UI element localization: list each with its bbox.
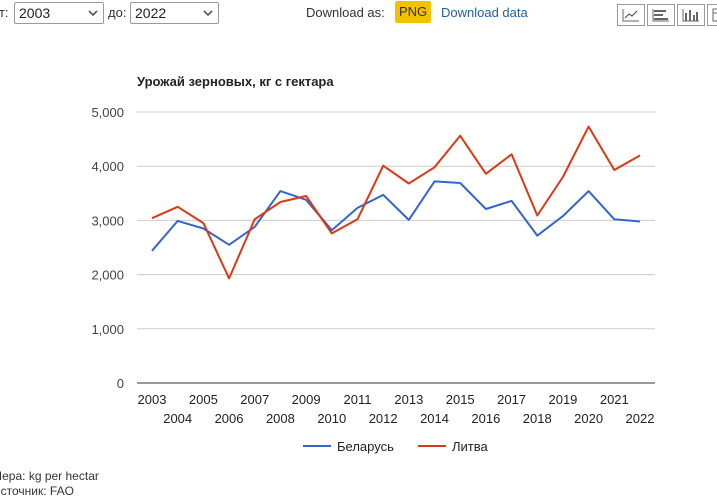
x-tick-label: 2012 (369, 411, 398, 426)
x-tick-label: 2009 (292, 392, 321, 407)
x-tick-label: 2019 (548, 392, 577, 407)
table-button[interactable] (707, 4, 717, 26)
y-tick-label: 0 (117, 376, 124, 391)
bar-horizontal-icon (652, 9, 669, 22)
x-tick-label: 2020 (574, 411, 603, 426)
download-data-link[interactable]: Download data (441, 5, 528, 20)
x-tick-label: 2018 (523, 411, 552, 426)
x-tick-label: 2011 (343, 392, 371, 407)
y-tick-label: 4,000 (91, 159, 124, 174)
chevron-down-icon (203, 10, 213, 17)
line-chart-icon (622, 9, 639, 22)
download-as-label: Download as: (306, 5, 385, 20)
to-year-select[interactable]: 2022 (130, 2, 219, 24)
chart-title: Урожай зерновых, кг с гектара (137, 74, 334, 89)
x-tick-label: 2008 (266, 411, 295, 426)
x-tick-label: 2006 (215, 411, 244, 426)
x-tick-label: 2005 (189, 392, 218, 407)
x-tick-label: 2003 (138, 392, 167, 407)
x-tick-label: 2017 (497, 392, 526, 407)
x-tick-label: 2014 (420, 411, 449, 426)
to-label: до: (108, 5, 127, 20)
from-label: от: (0, 5, 9, 20)
y-tick-label: 3,000 (91, 213, 124, 228)
column-chart-button[interactable] (677, 4, 705, 26)
y-tick-label: 5,000 (91, 105, 124, 120)
png-button[interactable]: PNG (395, 1, 432, 23)
bar-horizontal-button[interactable] (647, 4, 675, 26)
x-tick-label: 2015 (446, 392, 475, 407)
x-tick-label: 2016 (471, 411, 500, 426)
column-chart-icon (682, 9, 699, 22)
x-tick-label: 2022 (626, 411, 655, 426)
x-tick-label: 2013 (394, 392, 423, 407)
chevron-down-icon (88, 10, 98, 17)
from-year-value: 2003 (19, 5, 51, 21)
to-year-value: 2022 (135, 5, 167, 21)
y-tick-label: 2,000 (91, 268, 124, 283)
x-tick-label: 2021 (600, 392, 629, 407)
measure-note: Мера: kg per hectar (0, 469, 99, 483)
legend-label: Беларусь (337, 439, 394, 454)
x-tick-label: 2007 (240, 392, 269, 407)
y-tick-label: 1,000 (91, 322, 124, 337)
series-line (151, 125, 641, 280)
series-line (151, 180, 641, 252)
table-icon (712, 8, 717, 22)
toolbar: от: 2003 до: 2022 Download as: PNG Downl… (0, 0, 717, 30)
line-chart: 0 1,000 2,000 3,000 4,000 5,000 2003 2004 2005 20… (91, 105, 655, 454)
legend-label: Литва (452, 439, 489, 454)
line-chart-button[interactable] (617, 4, 645, 26)
from-year-select[interactable]: 2003 (14, 2, 104, 24)
x-tick-label: 2010 (317, 411, 346, 426)
x-tick-label: 2004 (163, 411, 192, 426)
source-note: Источник: FAO (0, 484, 74, 498)
